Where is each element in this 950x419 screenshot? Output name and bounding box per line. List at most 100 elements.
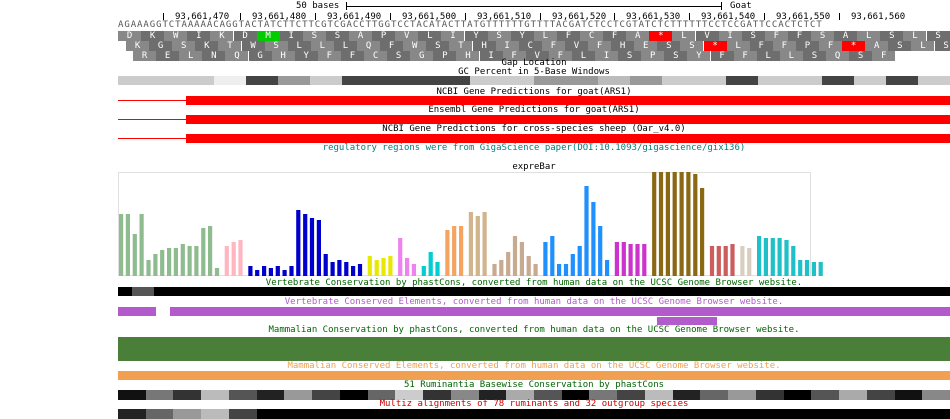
amino-acid-cell[interactable]: A	[834, 31, 858, 41]
amino-acid-cell[interactable]: G	[410, 51, 434, 61]
amino-acid-cell[interactable]: W	[241, 41, 265, 51]
track-label-mamm-cons[interactable]: Mammalian Conservation by phastCons, con…	[268, 325, 800, 335]
amino-acid-cell[interactable]: S	[172, 41, 196, 51]
amino-acid-cell[interactable]: L	[756, 51, 780, 61]
amino-acid-cell[interactable]: S	[680, 41, 704, 51]
amino-acid-cell[interactable]: F	[556, 31, 580, 41]
amino-acid-cell[interactable]: S	[888, 41, 912, 51]
amino-acid-cell[interactable]: Q	[225, 51, 249, 61]
amino-acid-cell[interactable]: L	[903, 31, 927, 41]
track-label-ensembl-goat[interactable]: Ensembl Gene Predictions for goat(ARS1)	[428, 105, 640, 115]
amino-acid-cell[interactable]: C	[580, 31, 604, 41]
amino-acid-cell[interactable]: F	[872, 51, 896, 61]
amino-acid-cell[interactable]: H	[611, 41, 635, 51]
expression-bar[interactable]	[125, 214, 130, 276]
expression-bar[interactable]	[672, 172, 677, 276]
expression-bar[interactable]	[658, 172, 664, 276]
expression-bar[interactable]	[296, 210, 301, 276]
amino-acid-cell[interactable]: V	[525, 51, 549, 61]
amino-acid-cell[interactable]: S	[811, 31, 835, 41]
expression-bar[interactable]	[139, 214, 144, 276]
expression-bar[interactable]	[757, 236, 762, 276]
track-label-exprebar[interactable]: expreBar	[512, 162, 556, 172]
expression-bar[interactable]	[289, 266, 294, 276]
amino-acid-cell[interactable]: I	[279, 31, 303, 41]
expression-bar[interactable]	[194, 246, 199, 276]
amino-acid-cell[interactable]: *	[649, 31, 673, 41]
expression-bar[interactable]	[475, 216, 480, 276]
expression-bar[interactable]	[791, 246, 796, 276]
ncbi-sheep-exon[interactable]	[186, 134, 950, 143]
amino-acid-cell[interactable]: L	[310, 41, 334, 51]
amino-acid-cell[interactable]: S	[426, 41, 450, 51]
expression-bar[interactable]	[421, 266, 426, 276]
amino-acid-cell[interactable]: V	[395, 31, 419, 41]
amino-acid-cell[interactable]: T	[218, 41, 242, 51]
amino-acid-cell[interactable]: L	[571, 51, 595, 61]
amino-acid-cell[interactable]: L	[779, 51, 803, 61]
amino-acid-cell[interactable]: F	[764, 31, 788, 41]
amino-acid-cell[interactable]: Q	[357, 41, 381, 51]
amino-acid-cell[interactable]: F	[749, 41, 773, 51]
amino-acid-cell[interactable]: F	[541, 41, 565, 51]
amino-acid-cell[interactable]: H	[271, 51, 295, 61]
amino-acid-cell[interactable]: F	[340, 51, 364, 61]
amino-acid-cell[interactable]: I	[479, 51, 503, 61]
amino-acid-cell[interactable]: I	[495, 41, 519, 51]
amino-acid-cell[interactable]: F	[380, 41, 404, 51]
expression-bar[interactable]	[652, 172, 657, 276]
amino-acid-cell[interactable]: L	[726, 41, 750, 51]
expression-bar[interactable]	[804, 260, 810, 276]
track-label-multiz[interactable]: Multiz alignments of 78 ruminants and 32…	[379, 399, 689, 409]
vert-element-block[interactable]	[170, 307, 950, 316]
amino-acid-cell[interactable]: C	[518, 41, 542, 51]
amino-acid-cell[interactable]: H	[456, 51, 480, 61]
expression-bar[interactable]	[526, 256, 531, 276]
expression-bar[interactable]	[679, 172, 684, 276]
amino-acid-cell[interactable]: W	[164, 31, 188, 41]
expression-bar[interactable]	[132, 234, 137, 276]
track-label-mamm-elements[interactable]: Mammalian Conserved Elements, converted …	[287, 361, 781, 371]
expression-bar[interactable]	[591, 202, 596, 276]
expression-bar[interactable]	[248, 266, 253, 276]
amino-acid-cell[interactable]: N	[202, 51, 226, 61]
expression-bar[interactable]	[428, 252, 433, 276]
amino-acid-cell[interactable]: I	[718, 31, 742, 41]
expression-bar[interactable]	[337, 260, 342, 276]
track-label-regulatory[interactable]: regulatory regions were from GigaScience…	[322, 143, 746, 153]
expression-bar[interactable]	[187, 246, 192, 276]
amino-acid-cell[interactable]: K	[141, 31, 165, 41]
amino-acid-cell[interactable]: S	[934, 41, 950, 51]
amino-acid-cell[interactable]: S	[387, 51, 411, 61]
expression-bar[interactable]	[798, 260, 803, 276]
amino-acid-cell[interactable]: S	[325, 31, 349, 41]
expression-bar[interactable]	[665, 172, 670, 276]
track-label-ncbi-goat[interactable]: NCBI Gene Predictions for goat(ARS1)	[436, 87, 632, 97]
amino-acid-cell[interactable]: A	[626, 31, 650, 41]
amino-acid-cell[interactable]: P	[433, 51, 457, 61]
amino-acid-cell[interactable]: L	[418, 31, 442, 41]
expression-bar[interactable]	[435, 262, 440, 276]
ncbi-goat-exon[interactable]	[186, 96, 950, 105]
expression-bar[interactable]	[351, 266, 356, 276]
amino-acid-cell[interactable]: S	[926, 31, 950, 41]
expression-bar[interactable]	[763, 238, 768, 276]
expression-bar[interactable]	[160, 250, 165, 276]
expression-bar[interactable]	[777, 238, 782, 276]
amino-acid-cell[interactable]: L	[179, 51, 203, 61]
expression-bar[interactable]	[173, 248, 178, 276]
expression-bar[interactable]	[411, 264, 416, 276]
amino-acid-cell[interactable]: A	[349, 31, 373, 41]
expression-bar[interactable]	[730, 244, 735, 276]
expression-bar[interactable]	[153, 254, 158, 276]
expression-bar[interactable]	[686, 172, 691, 276]
expression-bar[interactable]	[811, 262, 816, 276]
expression-bar[interactable]	[635, 244, 640, 276]
amino-acid-cell[interactable]: H	[472, 41, 496, 51]
amino-acid-cell[interactable]: S	[802, 51, 826, 61]
amino-acid-cell[interactable]: S	[741, 31, 765, 41]
ensembl-goat-intron[interactable]	[118, 119, 186, 120]
amino-acid-cell[interactable]: G	[248, 51, 272, 61]
amino-acid-cell[interactable]: L	[287, 41, 311, 51]
